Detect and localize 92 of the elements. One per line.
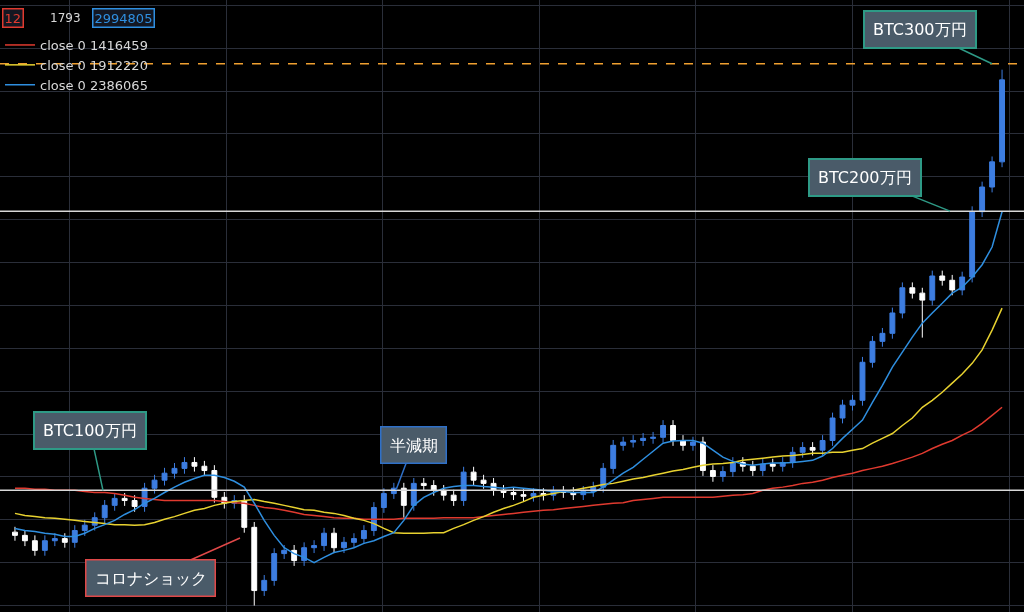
candlestick bbox=[71, 524, 78, 549]
candlestick bbox=[31, 534, 38, 557]
candlestick bbox=[480, 474, 487, 490]
candlestick bbox=[849, 394, 856, 411]
candlestick bbox=[939, 270, 946, 287]
candlestick bbox=[670, 419, 676, 447]
candlestick bbox=[251, 521, 258, 607]
candlestick bbox=[111, 492, 118, 512]
candlestick bbox=[261, 574, 268, 597]
candlestick bbox=[650, 431, 657, 445]
candlestick bbox=[51, 532, 58, 547]
candlestick bbox=[899, 281, 906, 319]
candlestick bbox=[600, 462, 607, 493]
candlestick bbox=[839, 399, 846, 424]
candlestick bbox=[351, 532, 357, 549]
candlestick bbox=[341, 536, 347, 554]
candlestick bbox=[241, 494, 248, 534]
candlestick bbox=[799, 441, 806, 459]
candlestick bbox=[191, 456, 198, 473]
candlestick bbox=[380, 487, 387, 514]
candlestick bbox=[281, 544, 288, 560]
candlestick bbox=[131, 494, 138, 513]
candlestick bbox=[101, 499, 108, 524]
candlestick bbox=[700, 436, 706, 477]
candlestick bbox=[321, 527, 327, 552]
candlestick bbox=[41, 534, 48, 557]
candlestick bbox=[311, 539, 318, 554]
candlestick bbox=[979, 181, 986, 218]
candlestick bbox=[12, 526, 18, 542]
candlestick bbox=[929, 270, 936, 306]
candlestick bbox=[719, 465, 726, 483]
candlestick bbox=[510, 486, 517, 501]
candlestick bbox=[829, 412, 836, 447]
candlestick bbox=[630, 434, 637, 448]
candlestick bbox=[151, 474, 158, 495]
candlestick bbox=[520, 488, 527, 503]
candlestick bbox=[989, 155, 996, 193]
candlestick bbox=[530, 487, 537, 503]
candlestick bbox=[999, 69, 1006, 168]
candlestick bbox=[121, 492, 128, 507]
candlestick bbox=[271, 547, 278, 587]
candlestick bbox=[819, 434, 826, 457]
candlestick bbox=[161, 467, 168, 487]
candlestick bbox=[360, 524, 367, 545]
ref-line-label: BTC300万円 bbox=[873, 20, 967, 39]
candlestick bbox=[91, 511, 98, 532]
candlestick bbox=[869, 335, 876, 369]
candlestick bbox=[759, 458, 766, 477]
candlestick bbox=[400, 482, 407, 519]
text: 12 bbox=[4, 10, 22, 26]
text: 2994805 bbox=[94, 10, 153, 26]
candlestick bbox=[749, 460, 756, 477]
candlestick bbox=[610, 439, 617, 475]
annotation: 半減期 bbox=[389, 435, 438, 455]
candlestick bbox=[969, 205, 976, 283]
candlestick bbox=[21, 529, 28, 547]
candlestick bbox=[470, 466, 477, 487]
legend-label: close 0 1912220 bbox=[40, 57, 148, 73]
candlestick bbox=[909, 281, 916, 299]
ref-line-label: BTC100万円 bbox=[43, 421, 137, 440]
candlestick bbox=[420, 477, 427, 492]
candlestick bbox=[620, 436, 627, 452]
candlestick bbox=[859, 356, 866, 407]
candlestick bbox=[889, 307, 896, 340]
candlestick bbox=[181, 456, 188, 475]
candlestick bbox=[809, 441, 816, 457]
candlestick bbox=[769, 458, 776, 473]
candlestick bbox=[201, 460, 208, 477]
legend-label: close 0 2386065 bbox=[40, 77, 148, 93]
candlestick bbox=[729, 456, 736, 478]
legend-label: close 0 1416459 bbox=[40, 38, 148, 54]
candlestick bbox=[690, 436, 696, 452]
candlestick bbox=[211, 464, 218, 504]
text: 1793 bbox=[50, 11, 81, 25]
annotation: コロナショック bbox=[94, 568, 207, 588]
candlestick bbox=[61, 532, 68, 549]
candlestick bbox=[460, 466, 467, 507]
candlestick bbox=[410, 477, 417, 512]
candlestick bbox=[879, 327, 886, 348]
candlestick bbox=[640, 432, 647, 447]
candlestick bbox=[331, 527, 337, 554]
candlestick bbox=[919, 287, 926, 339]
candlestick bbox=[81, 519, 88, 537]
candlestick bbox=[301, 541, 308, 567]
candlestick bbox=[370, 501, 377, 537]
candlestick bbox=[660, 419, 666, 444]
candlestick bbox=[430, 479, 437, 497]
candlestick bbox=[450, 489, 457, 507]
candlestick bbox=[949, 274, 956, 296]
candlestick bbox=[171, 462, 178, 480]
ref-line-label: BTC200万円 bbox=[818, 168, 912, 187]
candlestick bbox=[709, 464, 716, 483]
